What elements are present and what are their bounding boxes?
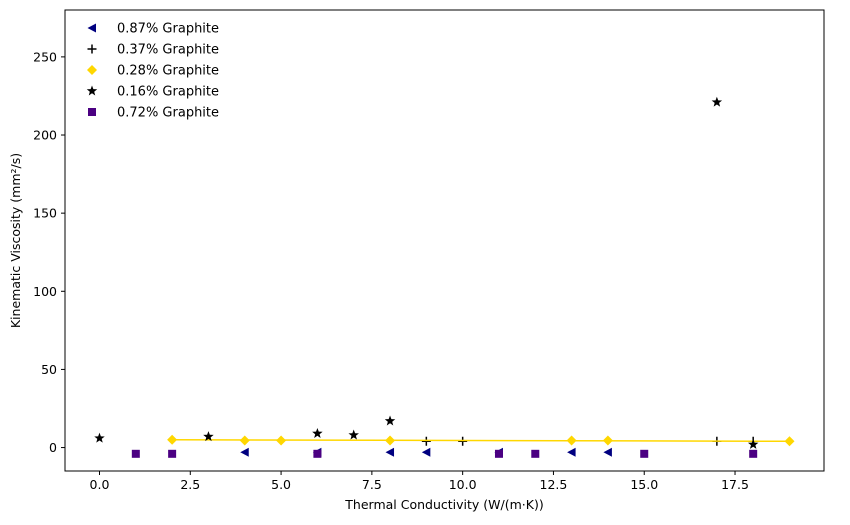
x-tick-label: 0.0 (90, 477, 110, 492)
data-point (312, 427, 323, 438)
data-point (640, 449, 649, 458)
data-point (421, 447, 431, 457)
x-tick-label: 12.5 (540, 477, 568, 492)
x-tick-label: 2.5 (180, 477, 200, 492)
data-point (239, 435, 250, 446)
data-point (749, 449, 758, 458)
x-tick-label: 5.0 (271, 477, 291, 492)
x-tick-label: 17.5 (721, 477, 749, 492)
x-axis-label: Thermal Conductivity (W/(m·K)) (344, 497, 543, 512)
y-tick-label: 100 (33, 284, 57, 299)
data-point (603, 447, 612, 457)
data-point (494, 449, 503, 458)
legend-label: 0.72% Graphite (117, 106, 219, 121)
legend-marker (87, 44, 97, 54)
y-tick-label: 250 (33, 49, 57, 64)
y-tick-label: 150 (33, 206, 57, 221)
data-point (711, 96, 723, 107)
y-tick-label: 0 (49, 440, 57, 455)
legend-label: 0.87% Graphite (117, 22, 219, 37)
legend-label: 0.37% Graphite (117, 43, 219, 58)
data-point (276, 435, 287, 446)
data-point (784, 436, 795, 447)
plot-frame (64, 9, 825, 472)
legend-marker (88, 108, 96, 116)
data-point (566, 435, 577, 446)
data-point (602, 435, 613, 446)
legend-marker (87, 65, 97, 75)
legend: 0.87% Graphite 0.37% Graphite 0.28% Graphi… (86, 22, 219, 121)
x-tick-label: 7.5 (362, 477, 382, 492)
data-point (168, 449, 177, 458)
data-point (385, 447, 395, 457)
data-point (458, 436, 468, 446)
legend-label: 0.16% Graphite (117, 85, 219, 100)
trend-line (172, 438, 790, 443)
data-point (167, 434, 178, 445)
data-markers (94, 96, 795, 458)
data-point (240, 447, 249, 457)
data-point (421, 436, 431, 446)
x-axis-ticks: 0.0 2.5 5.0 7.5 10.0 12.5 15.0 17.5 (90, 471, 749, 492)
data-point (531, 449, 540, 458)
y-axis-ticks: 0 50 100 150 200 250 (33, 49, 65, 455)
x-tick-label: 10.0 (449, 477, 477, 492)
data-point (385, 435, 396, 446)
data-point (313, 449, 322, 458)
data-point (384, 415, 396, 426)
y-axis-label: Kinematic Viscosity (mm²/s) (8, 153, 23, 328)
legend-marker (87, 23, 96, 33)
data-point (94, 432, 105, 443)
data-point (747, 438, 759, 449)
legend-label: 0.28% Graphite (117, 64, 219, 79)
data-point (131, 449, 140, 458)
x-tick-label: 15.0 (630, 477, 658, 492)
legend-marker (86, 85, 98, 96)
data-point (567, 447, 576, 457)
y-tick-label: 50 (41, 362, 57, 377)
y-tick-label: 200 (33, 128, 57, 143)
data-point (348, 429, 359, 440)
data-point (203, 431, 214, 442)
